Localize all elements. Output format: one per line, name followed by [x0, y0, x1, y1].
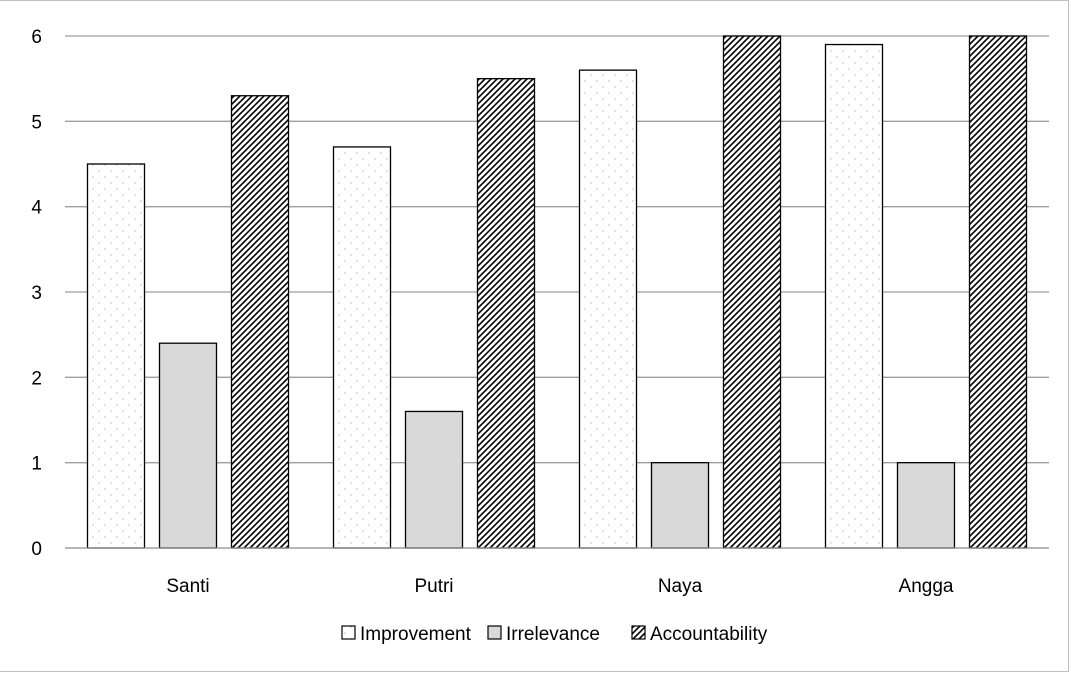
bar-improvement-angga — [824, 43, 884, 549]
y-tick-label: 3 — [31, 283, 42, 304]
legend-swatch-irrelevance — [487, 625, 502, 640]
bar-accountability-santi — [230, 95, 290, 549]
bar-improvement-santi — [86, 163, 146, 549]
y-tick-label: 5 — [31, 112, 42, 133]
x-category-label: Angga — [899, 576, 954, 597]
legend-swatch-accountability — [631, 625, 646, 640]
legend: Improvement Irrelevance Accountability — [341, 624, 768, 645]
legend-label-accountability: Accountability — [650, 624, 768, 645]
y-tick-label: 1 — [31, 454, 42, 475]
axes: 0 1 2 3 4 5 6 Santi Putri Naya Angga — [31, 27, 1049, 597]
legend-label-irrelevance: Irrelevance — [506, 624, 600, 645]
x-category-label: Naya — [658, 576, 703, 597]
y-tick-label: 4 — [31, 198, 42, 219]
bar-improvement-putri — [332, 146, 392, 549]
bar-irrelevance-putri — [404, 410, 464, 549]
bars — [86, 35, 1028, 549]
bar-accountability-naya — [722, 35, 782, 549]
bar-improvement-naya — [578, 69, 638, 549]
y-tick-label: 2 — [31, 368, 42, 389]
legend-swatch-improvement — [341, 625, 356, 640]
legend-label-improvement: Improvement — [360, 624, 472, 645]
bar-irrelevance-santi — [158, 342, 218, 549]
bar-irrelevance-naya — [650, 462, 710, 549]
bar-accountability-putri — [476, 78, 536, 549]
x-category-label: Putri — [414, 576, 453, 597]
bar-irrelevance-angga — [896, 462, 956, 549]
bar-accountability-angga — [968, 35, 1028, 549]
gridlines — [65, 35, 1049, 464]
x-category-label: Santi — [166, 576, 209, 597]
y-tick-label: 6 — [31, 27, 42, 48]
y-tick-label: 0 — [31, 539, 42, 560]
